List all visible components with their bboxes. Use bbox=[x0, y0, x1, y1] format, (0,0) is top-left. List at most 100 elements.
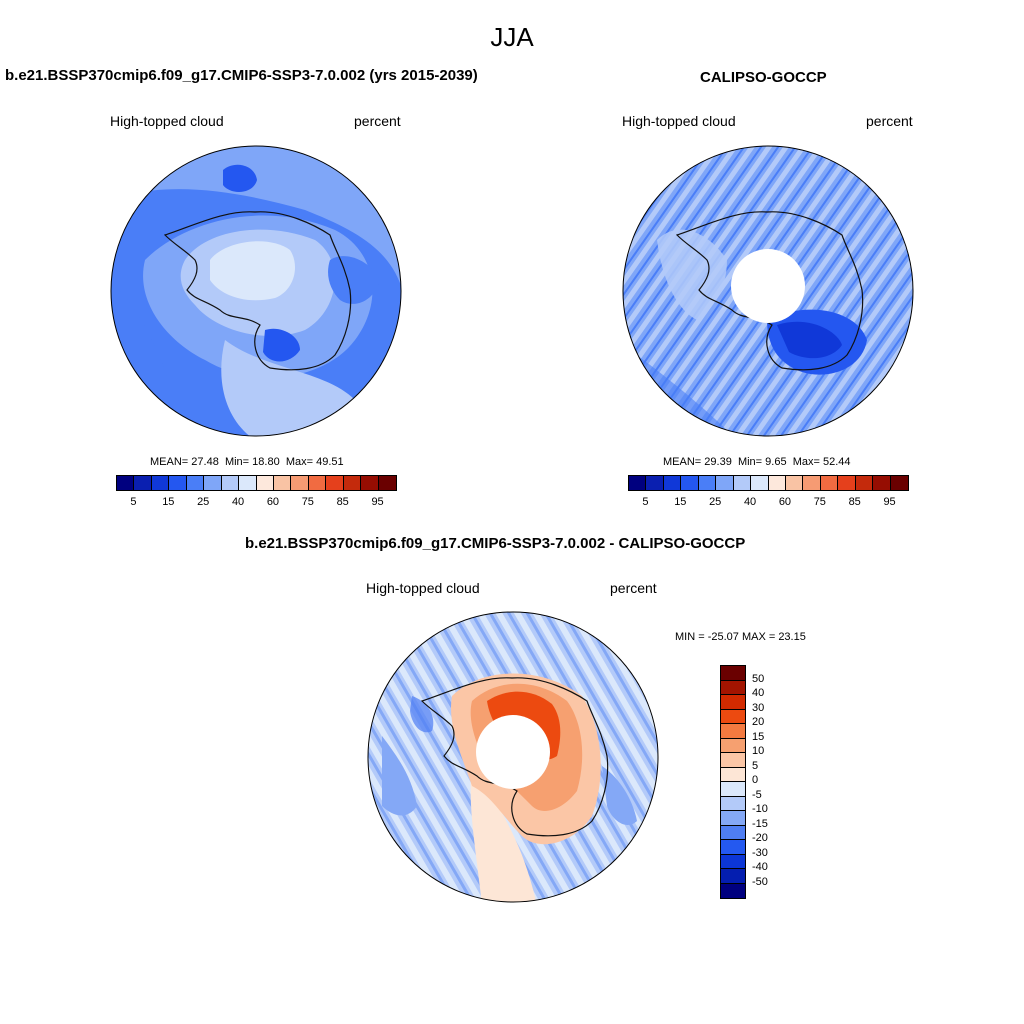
panel-3-colorbar-labels: 50 40 30 20 15 10 5 0 -5 -10 -15 -20 -30 -40 -50 bbox=[752, 665, 792, 899]
panel-3-colorbar-tick-label: -10 bbox=[752, 803, 768, 815]
panel-3-colorbar-tick-label: 15 bbox=[752, 730, 765, 743]
panel-2-colorbar-swatch bbox=[681, 476, 699, 490]
panel-3-colorbar-tick-label: -50 bbox=[752, 875, 768, 888]
panel-3-colorbar-tick-label: -30 bbox=[752, 846, 768, 859]
panel-3-colorbar-swatch bbox=[721, 854, 745, 869]
panel-2-variable: High-topped cloud bbox=[622, 113, 736, 129]
panel-3-colorbar-tick-label: 40 bbox=[752, 687, 765, 699]
panel-2-colorbar-swatch bbox=[768, 476, 786, 490]
panel-3-colorbar-swatch bbox=[721, 680, 745, 695]
panel-1-colorbar-swatch bbox=[221, 476, 240, 490]
panel-1-colorbar-swatch bbox=[117, 476, 135, 490]
panel-2-colorbar-tick-label: 95 bbox=[883, 496, 896, 508]
panel-3-colorbar-tick-label: -15 bbox=[752, 817, 768, 830]
panel-2-colorbar-swatch bbox=[820, 476, 839, 490]
panel-2-units: percent bbox=[866, 113, 913, 129]
panel-2-colorbar-tick-label: 75 bbox=[813, 496, 826, 508]
panel-2-map bbox=[622, 145, 914, 437]
panel-3-colorbar-tick-label: 10 bbox=[752, 745, 765, 757]
panel-3-colorbar-swatch bbox=[721, 709, 745, 724]
panel-2-colorbar-tick-label: 40 bbox=[743, 496, 757, 508]
panel-1-colorbar-swatch bbox=[273, 476, 292, 490]
panel-1-colorbar-swatch bbox=[169, 476, 187, 490]
panel-1-title: b.e21.BSSP370cmip6.f09_g17.CMIP6-SSP3-7.… bbox=[5, 67, 478, 84]
panel-1-colorbar-swatch bbox=[326, 476, 344, 490]
panel-1-colorbar bbox=[116, 475, 397, 491]
panel-2-colorbar-labels: 5 15 25 40 60 75 85 95 bbox=[628, 496, 909, 510]
panel-3-colorbar-tick-label: -5 bbox=[752, 788, 762, 801]
panel-2-colorbar-swatch bbox=[890, 476, 908, 490]
panel-3-colorbar-swatch bbox=[721, 869, 745, 884]
panel-2-stats: MEAN= 29.39 Min= 9.65 Max= 52.44 bbox=[663, 456, 851, 468]
panel-1-colorbar-swatch bbox=[378, 476, 396, 490]
panel-1-colorbar-swatch bbox=[151, 476, 170, 490]
panel-2-colorbar-swatch bbox=[855, 476, 874, 490]
panel-1-stats: MEAN= 27.48 Min= 18.80 Max= 49.51 bbox=[150, 456, 344, 468]
panel-2-colorbar-tick-label: 60 bbox=[778, 496, 792, 508]
panel-1-colorbar-swatch bbox=[239, 476, 257, 490]
panel-2-colorbar-swatch bbox=[663, 476, 682, 490]
panel-1-colorbar-tick-label: 5 bbox=[130, 496, 137, 508]
panel-2-colorbar-swatch bbox=[873, 476, 891, 490]
panel-1-colorbar-tick-label: 25 bbox=[197, 496, 210, 508]
panel-2-colorbar-swatch bbox=[785, 476, 804, 490]
panel-2-colorbar-tick-label: 5 bbox=[642, 496, 649, 508]
panel-3-colorbar-swatch bbox=[721, 695, 745, 710]
panel-3-colorbar-tick-label: 20 bbox=[752, 716, 765, 728]
panel-1-colorbar-tick-label: 15 bbox=[162, 496, 175, 508]
panel-2-colorbar-swatch bbox=[751, 476, 769, 490]
panel-2-colorbar-swatch bbox=[838, 476, 856, 490]
panel-1-colorbar-swatch bbox=[343, 476, 362, 490]
panel-3-colorbar-swatch bbox=[721, 782, 745, 797]
panel-1-colorbar-swatch bbox=[204, 476, 222, 490]
panel-3-colorbar-tick-label: 30 bbox=[752, 701, 765, 714]
panel-3-colorbar-swatch bbox=[721, 796, 745, 811]
panel-3-colorbar-swatch bbox=[721, 738, 745, 753]
panel-2-colorbar-swatch bbox=[716, 476, 734, 490]
panel-3-colorbar-swatch bbox=[721, 883, 745, 898]
panel-3-colorbar-swatch bbox=[721, 724, 745, 739]
panel-3-colorbar-swatch bbox=[721, 753, 745, 768]
panel-1-colorbar-tick-label: 40 bbox=[231, 496, 245, 508]
panel-2-title: CALIPSO-GOCCP bbox=[700, 69, 827, 86]
panel-3-colorbar-tick-label: -20 bbox=[752, 832, 768, 844]
panel-3-units: percent bbox=[610, 580, 657, 596]
panel-1-units: percent bbox=[354, 113, 401, 129]
panel-1-map bbox=[110, 145, 402, 437]
panel-3-variable: High-topped cloud bbox=[366, 580, 480, 596]
panel-3-map bbox=[367, 611, 659, 903]
panel-3-colorbar-tick-label: 50 bbox=[752, 672, 765, 685]
panel-2-colorbar-tick-label: 25 bbox=[709, 496, 722, 508]
panel-3-stats: MIN = -25.07 MAX = 23.15 bbox=[675, 631, 806, 643]
panel-1-colorbar-swatch bbox=[361, 476, 379, 490]
panel-2-colorbar-swatch bbox=[646, 476, 664, 490]
panel-3-colorbar-swatch bbox=[721, 767, 745, 782]
panel-3-colorbar-swatch bbox=[721, 811, 745, 826]
panel-1-colorbar-tick-label: 75 bbox=[301, 496, 314, 508]
panel-2-colorbar-swatch bbox=[733, 476, 752, 490]
panel-3-colorbar-swatch bbox=[721, 840, 745, 855]
panel-1-colorbar-tick-label: 85 bbox=[336, 496, 349, 508]
panel-2-colorbar bbox=[628, 475, 909, 491]
panel-3-colorbar-swatch bbox=[721, 666, 745, 681]
panel-2-colorbar-swatch bbox=[803, 476, 821, 490]
page-title: JJA bbox=[490, 22, 534, 52]
panel-2-colorbar-swatch bbox=[629, 476, 647, 490]
panel-1-colorbar-swatch bbox=[308, 476, 327, 490]
panel-2-colorbar-tick-label: 15 bbox=[674, 496, 687, 508]
panel-3-colorbar bbox=[720, 665, 746, 899]
panel-3-colorbar-tick-label: 5 bbox=[752, 759, 759, 772]
panel-1-colorbar-swatch bbox=[291, 476, 309, 490]
panel-3-colorbar-tick-label: 0 bbox=[752, 774, 759, 786]
panel-1-variable: High-topped cloud bbox=[110, 113, 224, 129]
panel-1-colorbar-swatch bbox=[134, 476, 152, 490]
panel-3-title: b.e21.BSSP370cmip6.f09_g17.CMIP6-SSP3-7.… bbox=[245, 535, 746, 552]
panel-3-colorbar-swatch bbox=[721, 825, 745, 840]
panel-1-colorbar-labels: 5 15 25 40 60 75 85 95 bbox=[116, 496, 397, 510]
panel-2-colorbar-tick-label: 85 bbox=[848, 496, 861, 508]
panel-3-colorbar-tick-label: -40 bbox=[752, 861, 768, 873]
panel-1-colorbar-swatch bbox=[256, 476, 274, 490]
panel-2-colorbar-swatch bbox=[698, 476, 717, 490]
panel-1-colorbar-tick-label: 60 bbox=[266, 496, 280, 508]
panel-1-colorbar-swatch bbox=[186, 476, 205, 490]
